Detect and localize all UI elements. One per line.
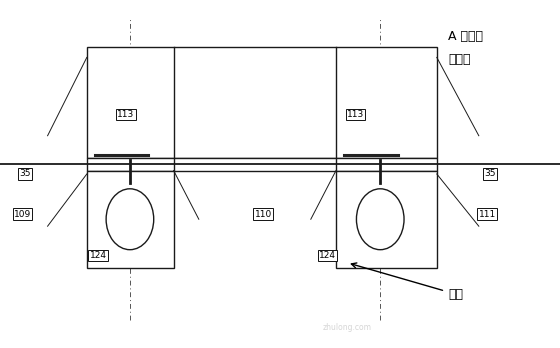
Text: 124: 124 bbox=[319, 251, 336, 260]
Bar bbox=[87, 47, 437, 158]
Text: 109: 109 bbox=[14, 209, 31, 219]
Ellipse shape bbox=[356, 189, 404, 250]
Text: 110: 110 bbox=[255, 209, 272, 219]
Text: 113: 113 bbox=[347, 110, 364, 119]
Bar bbox=[336, 171, 437, 268]
Bar bbox=[87, 171, 174, 268]
Bar bbox=[87, 158, 437, 171]
Text: 111: 111 bbox=[479, 209, 496, 219]
Ellipse shape bbox=[106, 189, 153, 250]
Text: 35: 35 bbox=[20, 169, 31, 179]
Text: 113: 113 bbox=[118, 110, 134, 119]
Text: 光顶紧: 光顶紧 bbox=[448, 53, 470, 66]
Text: A 平面磨: A 平面磨 bbox=[448, 30, 483, 43]
Text: 坡口: 坡口 bbox=[351, 263, 463, 301]
Text: 124: 124 bbox=[90, 251, 106, 260]
Text: zhulong.com: zhulong.com bbox=[323, 323, 372, 332]
Text: 35: 35 bbox=[484, 169, 496, 179]
